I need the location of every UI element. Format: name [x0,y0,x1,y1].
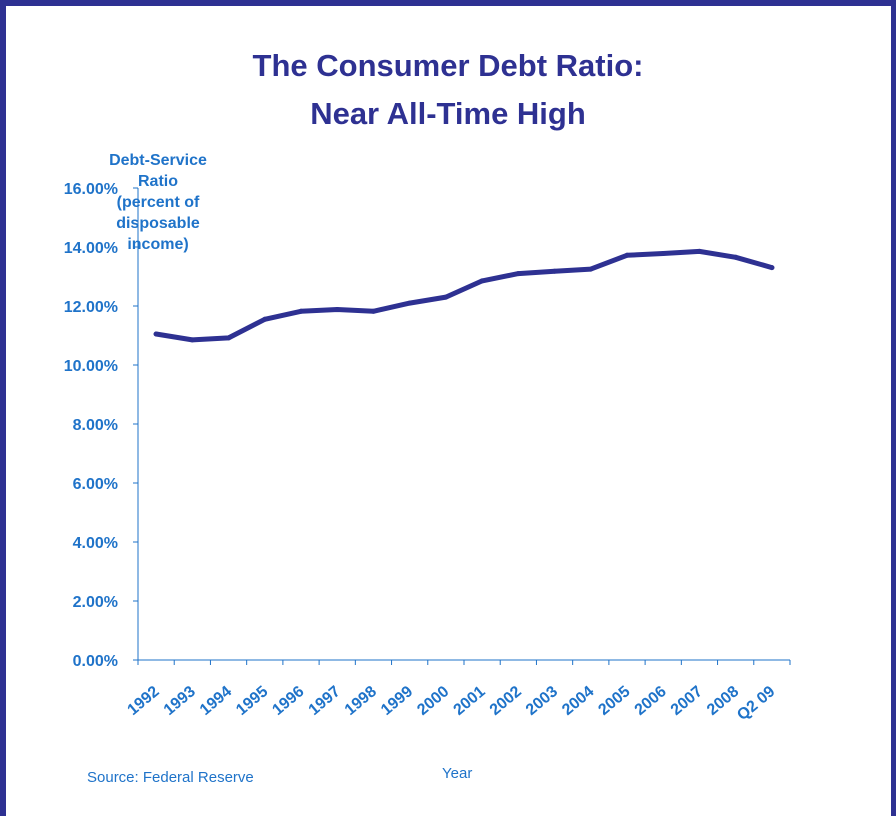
data-point [479,278,485,284]
y-tick-label: 14.00% [64,240,118,257]
x-tick-label: 2003 [523,683,561,719]
x-axis-label: Year [442,765,473,782]
y-tick-label: 16.00% [64,181,118,198]
x-tick-label: 2001 [450,683,488,719]
data-point [189,337,195,343]
data-point [153,331,159,337]
data-point [226,335,232,341]
data-point [515,271,521,277]
data-point [443,294,449,300]
y-axis-label: Debt-Service Ratio (percent of disposabl… [104,150,212,255]
x-tick-label: 1993 [161,683,199,719]
data-point [407,300,413,306]
chart-title-line-1: The Consumer Debt Ratio: [252,48,644,83]
x-tick-label: 2006 [632,683,670,719]
x-tick-label: Q2 09 [734,683,778,724]
data-point [660,251,666,256]
data-point [696,248,702,254]
x-tick-label: 1994 [197,683,235,719]
data-point [624,252,630,258]
series-line [153,248,775,343]
y-tick-label: 10.00% [64,358,118,375]
data-point [769,265,775,271]
data-point [588,266,594,272]
x-tick-label: 1996 [269,683,307,719]
x-tick-label: 1992 [124,683,162,719]
x-tick-label: 2007 [668,683,706,719]
x-tick-label: 2000 [414,683,452,719]
x-tick-label: 1995 [233,683,271,719]
data-point [334,307,340,312]
y-tick-label: 4.00% [73,535,118,552]
data-point [262,316,268,322]
y-axis-label-line: Ratio [138,173,178,190]
y-tick-label: 2.00% [73,594,118,611]
x-tick-label: 1998 [342,683,380,719]
data-point [552,268,558,274]
x-tick-label: 1999 [378,683,416,719]
y-tick-label: 6.00% [73,476,118,493]
x-tick-label: 2005 [595,683,633,719]
x-tick-label: 2004 [559,683,597,719]
y-axis-label-line: disposable [116,215,200,232]
y-tick-label: 0.00% [73,653,118,670]
y-tick-label: 8.00% [73,417,118,434]
y-axis-label-line: (percent of [116,194,200,211]
x-tick-label: 2002 [487,683,525,719]
y-axis-label-line: Debt-Service [109,152,207,169]
data-point [370,308,376,314]
data-point [298,308,304,314]
x-tick-label: 1997 [306,683,344,719]
source-note: Source: Federal Reserve [87,769,254,786]
chart-title-line-2: Near All-Time High [310,96,586,131]
y-tick-label: 12.00% [64,299,118,316]
data-point [733,254,739,260]
y-axis-label-line: income) [127,236,189,253]
